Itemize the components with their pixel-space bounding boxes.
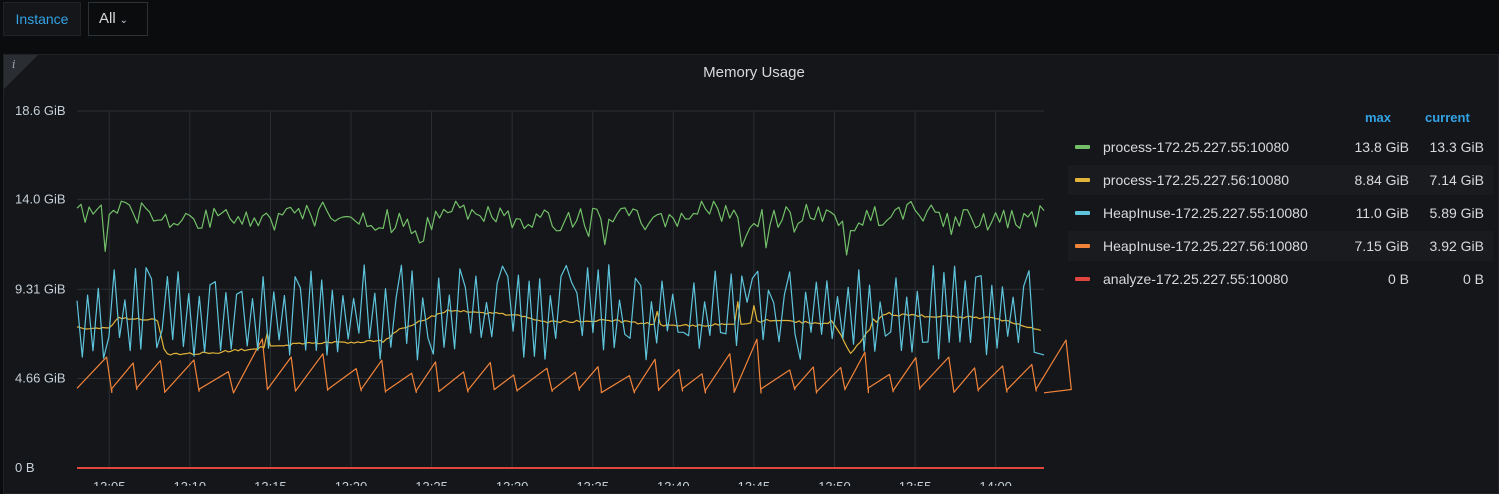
- instance-variable-select[interactable]: All ⌄: [88, 2, 148, 36]
- legend-item[interactable]: HeapInuse-172.25.227.56:10080 7.15 GiB 3…: [1068, 231, 1493, 261]
- legend-max-value: 11.0 GiB: [1355, 205, 1409, 221]
- x-tick-label: 13:55: [899, 479, 932, 486]
- legend-max-value: 8.84 GiB: [1354, 172, 1409, 188]
- legend-item[interactable]: process-172.25.227.56:10080 8.84 GiB 7.1…: [1068, 165, 1493, 195]
- legend-current-value: 3.92 GiB: [1429, 238, 1484, 254]
- legend-item[interactable]: analyze-172.25.227.55:10080 0 B 0 B: [1068, 264, 1493, 294]
- panel-info-corner[interactable]: [4, 55, 38, 89]
- x-tick-label: 13:10: [174, 479, 207, 486]
- y-tick-label: 14.0 GiB: [15, 191, 66, 206]
- legend-max-value: 7.15 GiB: [1354, 238, 1409, 254]
- legend-item[interactable]: HeapInuse-172.25.227.55:10080 11.0 GiB 5…: [1068, 198, 1493, 228]
- legend-swatch: [1075, 145, 1090, 149]
- legend-swatch: [1075, 277, 1090, 281]
- series-line-heapinuse-56: [76, 338, 1072, 394]
- y-tick-label: 4.66 GiB: [15, 371, 66, 386]
- legend-swatch: [1075, 244, 1090, 248]
- legend-series-name: process-172.25.227.56:10080: [1103, 172, 1290, 188]
- x-tick-label: 14:00: [979, 479, 1012, 486]
- series-line-process-56: [76, 301, 1041, 356]
- memory-usage-panel: i Memory Usage: [3, 54, 1499, 494]
- x-tick-label: 13:40: [657, 479, 690, 486]
- legend-max-value: 0 B: [1387, 271, 1409, 287]
- x-tick-label: 13:25: [415, 479, 448, 486]
- legend-item[interactable]: process-172.25.227.55:10080 13.8 GiB 13.…: [1068, 132, 1493, 162]
- info-icon[interactable]: i: [12, 58, 16, 71]
- x-tick-label: 13:30: [496, 479, 529, 486]
- legend-series-name: HeapInuse-172.25.227.55:10080: [1103, 205, 1308, 221]
- legend-swatch: [1075, 211, 1090, 215]
- y-tick-label: 9.31 GiB: [15, 281, 66, 296]
- panel-title[interactable]: Memory Usage: [703, 64, 805, 81]
- dashboard-toolbar: Instance All ⌄: [0, 0, 1499, 48]
- legend-series-name: process-172.25.227.55:10080: [1103, 139, 1290, 155]
- y-tick-label: 18.6 GiB: [15, 103, 66, 118]
- instance-variable-value: All: [99, 10, 116, 27]
- legend-current-value: 7.14 GiB: [1429, 172, 1484, 188]
- legend-max-value: 13.8 GiB: [1354, 139, 1409, 155]
- series-line-heapinuse-55: [76, 264, 1045, 361]
- legend-series-name: analyze-172.25.227.55:10080: [1103, 271, 1289, 287]
- legend-series-name: HeapInuse-172.25.227.56:10080: [1103, 238, 1308, 254]
- instance-variable-label: Instance: [3, 2, 81, 36]
- legend-swatch: [1075, 178, 1090, 182]
- legend-col-max[interactable]: max: [1365, 110, 1392, 125]
- x-tick-label: 13:15: [254, 479, 287, 486]
- legend-current-value: 0 B: [1462, 271, 1484, 287]
- legend-current-value: 13.3 GiB: [1429, 139, 1484, 155]
- x-tick-label: 13:45: [738, 479, 771, 486]
- x-tick-label: 13:35: [576, 479, 609, 486]
- x-tick-label: 13:05: [93, 479, 126, 486]
- legend-col-current[interactable]: current: [1425, 110, 1470, 125]
- y-tick-label: 0 B: [15, 460, 35, 475]
- legend-current-value: 5.89 GiB: [1429, 205, 1484, 221]
- chevron-down-icon: ⌄: [119, 15, 129, 26]
- x-tick-label: 13:50: [818, 479, 851, 486]
- x-tick-label: 13:20: [335, 479, 368, 486]
- series-line-process-55: [76, 200, 1045, 256]
